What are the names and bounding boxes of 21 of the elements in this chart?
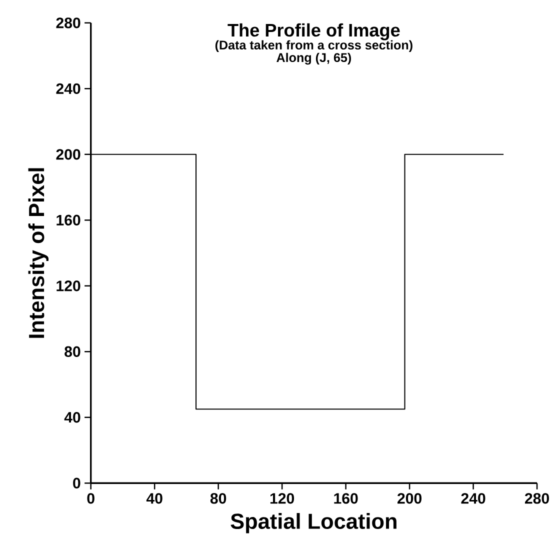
y-tick-label: 40	[64, 412, 80, 423]
x-axis-title: Spatial Location	[230, 513, 396, 534]
x-tick-label: 200	[397, 493, 422, 504]
y-tick-label: 120	[56, 280, 80, 292]
x-tick-label: 120	[270, 493, 294, 504]
text: (Data taken from a cross section)	[215, 40, 412, 52]
x-tick-label: 240	[461, 493, 486, 504]
chart-title: The Profile of Image	[228, 23, 400, 40]
x-tick-label: 0	[87, 493, 94, 504]
y-tick-label: 280	[56, 18, 80, 28]
y-tick-label: 200	[56, 149, 80, 160]
x-tick-label: 160	[334, 493, 358, 504]
y-tick-label: 80	[64, 346, 80, 357]
x-tick-label: 80	[210, 493, 226, 504]
y-tick-label: 240	[56, 83, 80, 94]
y-tick-label: 0	[73, 478, 80, 488]
x-tick-label: 280	[524, 493, 549, 504]
x-tick-label: 40	[146, 493, 162, 504]
y-axis-title: Intensity of Pixel	[28, 168, 49, 338]
y-tick-label: 160	[56, 214, 80, 226]
annotation: Along (J, 65)	[276, 52, 351, 65]
